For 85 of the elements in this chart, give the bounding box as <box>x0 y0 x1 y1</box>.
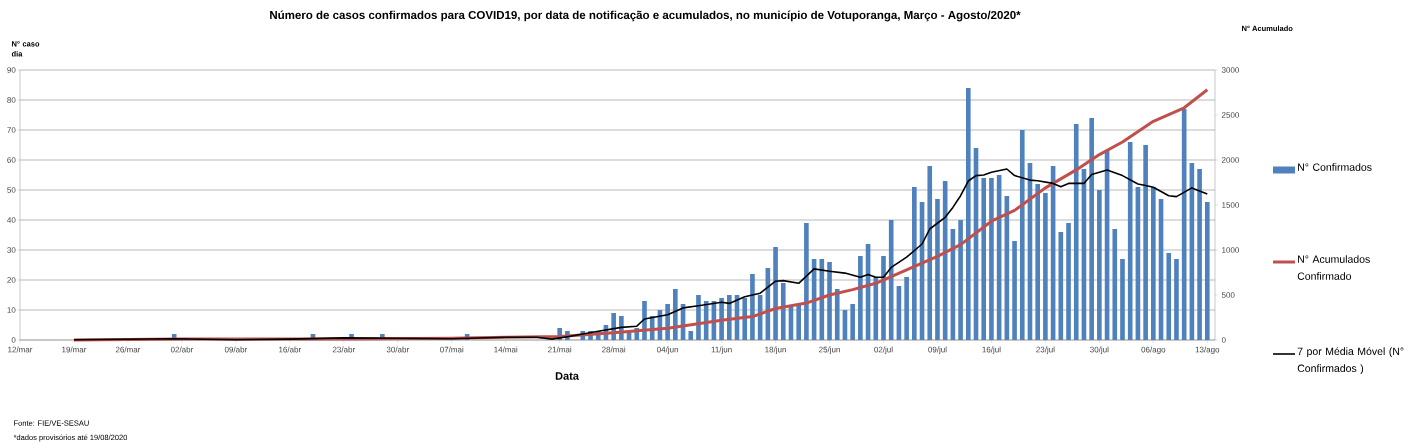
bar <box>1143 145 1148 340</box>
y-tick-label: 10 <box>7 307 16 313</box>
y2-tick-label: 1000 <box>1222 247 1240 253</box>
x-tick-label: 26/mar <box>115 346 141 353</box>
x-tick-label: 16/jul <box>982 346 1001 354</box>
x-tick-label: 04/jun <box>657 346 678 354</box>
bar <box>958 220 963 340</box>
bar <box>796 304 801 340</box>
bar <box>1073 124 1079 340</box>
bar <box>935 199 940 340</box>
y2-tick-label: 2500 <box>1221 112 1240 118</box>
bar <box>688 331 694 340</box>
legend-label: 7 por Média Móvel (N° Confirmados ) <box>1297 347 1404 375</box>
y2-tick-label: 1500 <box>1222 202 1240 208</box>
x-tick-label: 06/ago <box>1141 346 1166 354</box>
bar <box>780 283 786 340</box>
bar <box>773 247 778 340</box>
bar <box>858 256 863 340</box>
bar <box>1112 229 1118 340</box>
y-tick-label: 80 <box>7 97 16 103</box>
y-tick-label: 40 <box>7 217 16 223</box>
x-tick-label: 28/mai <box>602 346 626 353</box>
bar <box>965 88 971 340</box>
x-tick-label: 21/mai <box>548 346 572 353</box>
x-tick-label: 30/abr <box>386 346 409 353</box>
x-tick-label: 25/jun <box>819 346 840 354</box>
x-tick-label: 23/jul <box>1036 346 1055 354</box>
y-tick-label: 70 <box>7 127 16 133</box>
bar <box>834 289 840 340</box>
bar <box>1035 184 1040 340</box>
x-tick-label: 16/abr <box>279 346 302 353</box>
x-tick-label: 11/jun <box>711 346 732 354</box>
bar <box>1012 241 1017 340</box>
x-tick-label: 09/jul <box>928 346 947 354</box>
x-tick-label: 07/mai <box>440 346 464 353</box>
x-tick-label: 30/jul <box>1090 346 1109 354</box>
bar <box>1204 202 1210 340</box>
bar <box>1066 223 1071 340</box>
bar <box>804 223 809 340</box>
bar <box>1166 253 1172 340</box>
bar <box>1197 169 1202 340</box>
bar <box>981 178 987 340</box>
x-tick-label: 23/abr <box>332 346 356 353</box>
bar <box>742 298 748 340</box>
y2-tick-label: 500 <box>1221 292 1235 298</box>
bar <box>1174 259 1179 340</box>
x-tick-label: 09/abr <box>224 346 248 353</box>
x-axis-title: Data <box>555 372 579 380</box>
bar <box>1120 259 1125 340</box>
x-tick-label: 19/mar <box>62 346 87 353</box>
bar <box>750 274 755 340</box>
chart-title: Número de casos confirmados para COVID19, por data de notificação e acumulados, no município de Votuporanga, Março - Agosto/2020* <box>270 10 1021 22</box>
y-tick-label: 90 <box>7 67 16 73</box>
bar <box>927 166 933 340</box>
bar <box>1019 130 1025 340</box>
x-tick-label: 02/abr <box>170 346 194 353</box>
bar <box>1151 187 1156 340</box>
x-tick-label: 02/jul <box>874 346 893 354</box>
y-tick-label: 50 <box>7 187 16 193</box>
bar <box>904 277 909 340</box>
line-series <box>73 168 1209 341</box>
bar <box>1097 190 1102 340</box>
x-tick-label: 14/mai <box>494 346 518 353</box>
legend-label: N° Acumulados Confirmado <box>1297 255 1370 280</box>
bar <box>1127 142 1133 340</box>
bar <box>912 187 917 340</box>
bar <box>1043 193 1048 340</box>
y2-tick-label: 0 <box>1221 337 1226 343</box>
x-tick-label: 12/mar <box>8 346 33 353</box>
x-tick-label: 18/jun <box>765 346 786 354</box>
bar <box>873 277 879 340</box>
bar <box>850 304 855 340</box>
bar <box>827 262 832 340</box>
y2-tick-label: 2000 <box>1221 157 1240 163</box>
bar <box>881 256 886 340</box>
bar <box>1089 118 1094 340</box>
bar <box>888 220 894 340</box>
y-tick-label: 20 <box>7 277 16 283</box>
y-tick-label: 60 <box>7 157 16 163</box>
y-tick-label: 0 <box>11 337 16 343</box>
y2-tick-label: 3000 <box>1221 67 1240 73</box>
legend-label: N° Confirmados <box>1298 163 1372 171</box>
bar <box>989 178 994 340</box>
y-tick-label: 30 <box>7 247 16 253</box>
x-tick-label: 13/ago <box>1195 346 1220 354</box>
